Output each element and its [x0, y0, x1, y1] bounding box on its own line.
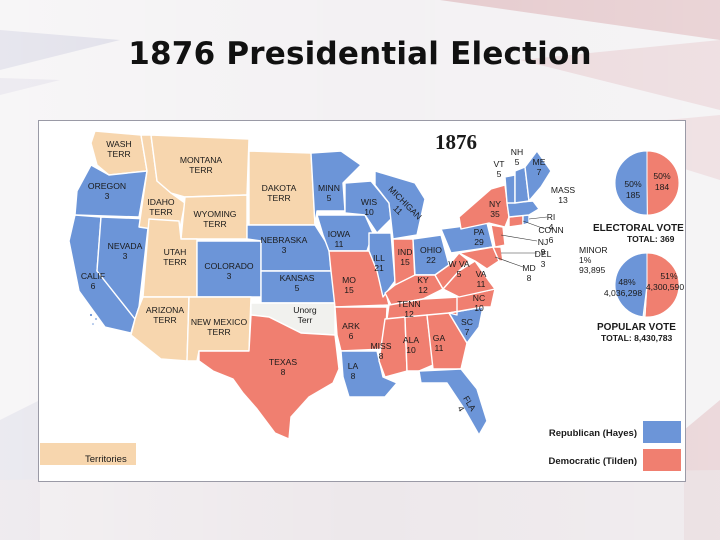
state-new-jersey	[490, 224, 506, 248]
state-illinois	[368, 232, 396, 298]
state-rhode-island	[522, 214, 530, 226]
state-label-iowa: IOWA 11	[328, 229, 351, 249]
legend-swatch-democratic	[643, 449, 681, 471]
electoral-republican-votes: 185	[626, 190, 641, 200]
state-label-del: DEL 3	[535, 249, 552, 269]
electoral-pie-republican-slice	[614, 150, 648, 216]
state-label-ark: ARK 6	[342, 321, 360, 341]
electoral-democratic-pct: 50%	[653, 171, 671, 181]
popular-pie-republican-slice	[614, 252, 648, 318]
state-label-wva: W VA 5	[448, 259, 470, 279]
state-label-ga: GA 11	[433, 333, 446, 353]
popular-democratic-votes: 4,300,590	[646, 282, 684, 292]
state-label-nevada: NEVADA 3	[108, 241, 143, 261]
state-alabama	[404, 314, 434, 372]
electoral-vote-total: TOTAL: 369	[627, 234, 675, 244]
state-label-nh: NH 5	[511, 147, 523, 167]
legend-label-democratic: Democratic (Tilden)	[548, 456, 637, 467]
state-vermont	[504, 174, 516, 204]
map-canvas: 1876 WASH TERR MONTANA TERR DAKOTA TERR IDAHO T…	[40, 130, 684, 471]
election-map: 1876 WASH TERR MONTANA TERR DAKOTA TERR IDAHO T…	[38, 120, 686, 482]
state-west-virginia	[434, 252, 470, 290]
state-label-me: ME 7	[533, 157, 546, 177]
state-label-conn: CONN 6	[538, 225, 563, 245]
state-label-la: LA 8	[348, 361, 359, 381]
state-label-va: VA 11	[476, 269, 487, 289]
state-mississippi	[378, 316, 408, 378]
island-marker	[91, 322, 95, 326]
state-label-ind: IND 15	[398, 247, 413, 267]
state-texas	[198, 314, 340, 440]
state-label-ky: KY 12	[417, 275, 429, 295]
state-minnesota	[310, 150, 362, 226]
legend-swatch-territories	[40, 443, 136, 465]
popular-democratic-pct: 51%	[660, 271, 678, 281]
state-label-montana: MONTANA TERR	[180, 155, 223, 175]
popular-republican-votes: 4,036,298	[604, 288, 642, 298]
state-label-wis: WIS 10	[361, 197, 377, 217]
state-label-dakota: DAKOTA TERR	[262, 183, 297, 203]
leader-line	[522, 220, 546, 230]
state-label-ill: ILL 21	[373, 253, 385, 273]
state-label-utah: UTAH TERR	[163, 247, 186, 267]
leader-line	[528, 216, 548, 220]
electoral-pie-democratic-slice	[646, 150, 680, 216]
state-label-oregon: OREGON 3	[88, 181, 126, 201]
leader-line	[494, 256, 524, 268]
leader-line	[500, 234, 538, 242]
electoral-democratic-votes: 184	[655, 182, 670, 192]
state-label-nc: NC 10	[473, 293, 485, 313]
state-label-colorado: COLORADO 3	[204, 261, 253, 281]
popular-vote-total: TOTAL: 8,430,783	[601, 333, 673, 343]
legend-swatch-republican	[643, 421, 681, 443]
state-label-sc: SC 7	[461, 317, 473, 337]
state-label-wyoming: WYOMING TERR	[194, 209, 237, 229]
popular-minor-label: MINOR	[579, 245, 608, 255]
state-label-pa: PA 29	[474, 227, 485, 247]
slide-title: 1876 Presidential Election	[128, 36, 592, 72]
state-maine	[524, 150, 552, 202]
popular-republican-pct: 48%	[618, 277, 636, 287]
state-label-unorg: Unorg Terr	[293, 305, 317, 325]
state-label-ri: RI 4	[547, 212, 556, 232]
electoral-vote-heading: ELECTORAL VOTE	[593, 223, 684, 234]
popular-pie-democratic-slice	[644, 252, 680, 318]
state-label-nj: NJ 9	[538, 237, 549, 257]
state-label-wash: WASH TERR	[106, 139, 131, 159]
island-marker	[89, 313, 93, 317]
state-arkansas	[334, 306, 388, 352]
state-label-ny: NY 35	[489, 199, 501, 219]
state-label-md: MD 8	[522, 263, 535, 283]
state-label-calif: CALIF 6	[81, 271, 105, 291]
state-label-idaho: IDAHO TERR	[147, 197, 175, 217]
popular-minor-pct: 1%	[579, 255, 592, 265]
state-label-minn: MINN 5	[318, 183, 340, 203]
state-michigan	[374, 170, 426, 240]
state-label-mass: MASS 13	[551, 185, 576, 205]
state-louisiana	[340, 350, 398, 398]
state-new-york	[458, 184, 510, 230]
legend-label-republican: Republican (Hayes)	[549, 428, 637, 439]
popular-vote-heading: POPULAR VOTE	[597, 322, 676, 333]
state-wisconsin	[344, 180, 392, 234]
state-label-vt: VT 5	[494, 159, 506, 179]
state-label-mo: MO 15	[342, 275, 356, 295]
legend-label-territories: Territories	[85, 454, 127, 465]
state-label-arizona: ARIZONA TERR	[146, 305, 184, 325]
state-label-texas: TEXAS 8	[269, 357, 297, 377]
electoral-republican-pct: 50%	[624, 179, 642, 189]
state-label-ohio: OHIO 22	[420, 245, 442, 265]
map-year-label: 1876	[435, 130, 477, 154]
state-label-miss: MISS 8	[370, 341, 391, 361]
state-label-ala: ALA 10	[403, 335, 420, 355]
island-marker	[94, 317, 98, 321]
state-oregon	[74, 164, 148, 218]
state-label-kansas: KANSAS 5	[280, 273, 315, 293]
state-label-newmexico: NEW MEXICO TERR	[191, 317, 248, 337]
state-label-nebraska: NEBRASKA 3	[261, 235, 308, 255]
state-maryland	[458, 246, 500, 270]
state-florida	[418, 368, 488, 436]
state-label-tenn: TENN 12	[397, 299, 420, 319]
popular-minor-votes: 93,895	[579, 265, 606, 275]
